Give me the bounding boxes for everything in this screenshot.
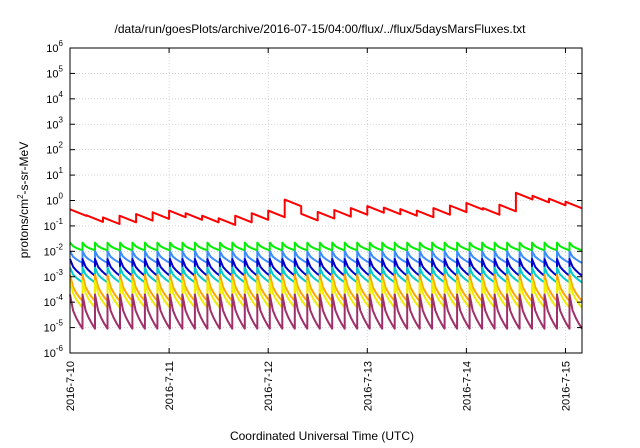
y-tick-label: 10-2 bbox=[44, 242, 64, 258]
x-axis-title: Coordinated Universal Time (UTC) bbox=[230, 429, 414, 443]
y-axis-title: protons/cm2-s-sr-MeV bbox=[16, 142, 31, 258]
series-line-8 bbox=[69, 293, 583, 330]
x-tick-label: 2016-7-15 bbox=[560, 361, 572, 411]
y-axis-title-superscript: 2 bbox=[16, 194, 25, 199]
chart-title: /data/run/goesPlots/archive/2016-07-15/0… bbox=[115, 22, 527, 36]
y-tick-label: 103 bbox=[46, 115, 63, 131]
y-tick-label: 10-4 bbox=[44, 293, 64, 309]
x-tick-label: 2016-7-12 bbox=[263, 361, 275, 411]
x-tick-label: 2016-7-14 bbox=[461, 361, 473, 411]
y-tick-label: 10-5 bbox=[44, 319, 64, 335]
y-tick-label: 100 bbox=[46, 192, 63, 208]
y-tick-label: 102 bbox=[46, 141, 63, 157]
series-line-2 bbox=[69, 241, 583, 252]
y-axis-title-suffix: -s-sr-MeV bbox=[17, 142, 31, 195]
x-tick-label: 2016-7-10 bbox=[65, 361, 77, 411]
series-line-1 bbox=[69, 191, 583, 226]
y-tick-label: 106 bbox=[46, 39, 63, 55]
y-axis-title-base: protons/cm bbox=[17, 199, 31, 258]
tick-layer: 10-6 10-5 10-4 10-3 10-2 10-1 100 101 102 103 104 1… bbox=[44, 39, 582, 411]
y-tick-label: 104 bbox=[46, 90, 63, 106]
x-tick-label: 2016-7-13 bbox=[362, 361, 374, 411]
y-tick-label: 101 bbox=[46, 166, 63, 182]
y-tick-label: 10-1 bbox=[44, 217, 64, 233]
series-layer bbox=[69, 191, 583, 330]
y-tick-label: 105 bbox=[46, 64, 63, 80]
x-tick-label: 2016-7-11 bbox=[164, 361, 176, 410]
y-tick-label: 10-3 bbox=[44, 268, 64, 284]
y-tick-label: 10-6 bbox=[44, 344, 64, 360]
